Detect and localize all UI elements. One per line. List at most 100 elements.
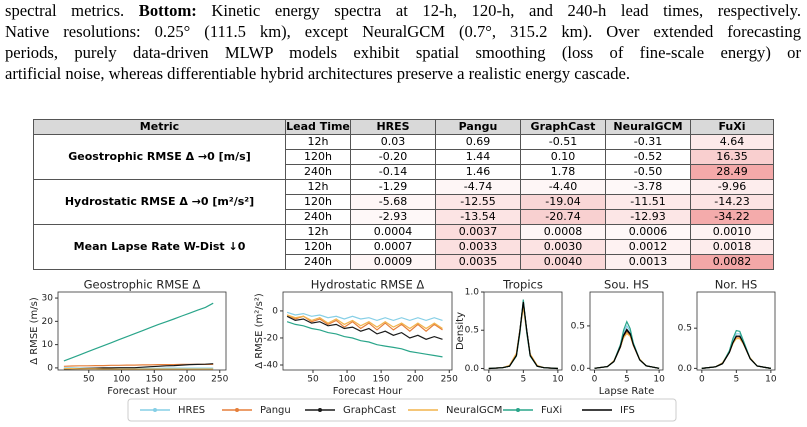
- plot-frame: [282, 291, 453, 371]
- x-tick-label: 10: [552, 375, 564, 385]
- table-row: 240h -2.93 -13.54 -20.74 -12.93 -34.22: [34, 209, 774, 225]
- table-row: 240h -0.14 1.46 1.78 -0.50 28.49: [34, 164, 774, 180]
- column-header: Pangu: [435, 119, 521, 135]
- y-tick-label: 0: [272, 306, 278, 316]
- value-cell: -2.93: [350, 209, 436, 225]
- value-cell: 0.0035: [435, 254, 521, 270]
- legend-label: FuXi: [541, 405, 562, 416]
- lead-time-cell: 240h: [285, 164, 351, 180]
- value-cell: 0.0013: [605, 254, 691, 270]
- column-header: Lead Time: [285, 119, 351, 135]
- series-line: [488, 302, 558, 370]
- chart-title: Sou. HS: [604, 278, 649, 292]
- x-tick-label: 50: [307, 375, 319, 385]
- value-cell: 0.0082: [690, 254, 774, 270]
- table-row: Hydrostatic RMSE Δ →0 [m²/s²] 12h -1.29 -4.…: [33, 179, 774, 225]
- x-tick-label: 10: [765, 375, 777, 385]
- y-tick-label: 0.0: [678, 364, 693, 374]
- value-cell: -19.04: [520, 194, 606, 210]
- value-cell: 0.0012: [605, 239, 691, 255]
- caption-line: periods, purely data-driven MLWP models …: [5, 42, 801, 63]
- x-axis-label: Lapse Rate: [599, 386, 655, 397]
- legend-frame: [127, 398, 677, 422]
- x-tick-label: 5: [733, 375, 739, 385]
- x-tick-label: 250: [211, 375, 228, 385]
- y-tick-label: -40: [263, 360, 278, 370]
- value-cell: 0.0004: [350, 224, 436, 240]
- legend-marker: [153, 408, 157, 412]
- caption: spectral metrics. Bottom: Kinetic energy…: [5, 0, 801, 84]
- y-tick-label: 0.5: [571, 321, 585, 331]
- y-tick-label: 1.0: [465, 288, 480, 298]
- series-line: [594, 332, 660, 369]
- caption-line: spectral metrics. Bottom: Kinetic energy…: [5, 0, 801, 21]
- y-tick-label: -20: [263, 333, 278, 343]
- lead-time-cell: 240h: [285, 254, 351, 270]
- value-cell: -0.31: [605, 134, 691, 150]
- series-line: [701, 338, 772, 369]
- value-cell: -0.50: [605, 164, 691, 180]
- y-tick-label: 0.0: [465, 364, 480, 374]
- series-line: [286, 314, 443, 332]
- x-tick-label: 0: [592, 375, 598, 385]
- series-line: [594, 328, 660, 369]
- value-cell: 4.64: [690, 134, 774, 150]
- caption-text: Native resolutions: 0.25° (111.5 km), ex…: [5, 22, 801, 41]
- table-row: 120h -0.20 1.44 0.10 -0.52 16.35: [34, 149, 774, 165]
- results-table: Metric Lead Time HRES Pangu GraphCast NeuralG…: [33, 119, 774, 270]
- value-cell: -12.93: [605, 209, 691, 225]
- value-cell: -4.40: [520, 179, 606, 195]
- x-tick-label: 250: [441, 375, 458, 385]
- value-cell: 0.0007: [350, 239, 436, 255]
- x-tick-label: 5: [624, 375, 630, 385]
- metric-cell: Mean Lapse Rate W-Dist ↓0: [33, 224, 286, 270]
- table-row: 120h -5.68 -12.55 -19.04 -11.51 -14.23: [34, 194, 774, 210]
- series-line: [63, 302, 214, 362]
- y-axis-label: Density: [455, 312, 466, 350]
- x-tick-label: 0: [486, 375, 492, 385]
- series-line: [488, 304, 558, 370]
- series-line: [63, 368, 214, 370]
- value-cell: 0.0030: [520, 239, 606, 255]
- y-tick-label: 0.5: [465, 326, 479, 336]
- table-row: Mean Lapse Rate W-Dist ↓0 12h 0.0004 0.0037…: [33, 224, 774, 270]
- series-line: [488, 307, 558, 370]
- x-tick-label: 0: [699, 375, 705, 385]
- x-tick-label: 100: [338, 375, 355, 385]
- caption-text: artificial noise, whereas differentiable…: [5, 64, 631, 83]
- plot-frame: [696, 291, 776, 371]
- caption-text: spectral metrics.: [5, 1, 139, 20]
- value-cell: -14.23: [690, 194, 774, 210]
- legend-label: HRES: [178, 405, 205, 416]
- value-cell: -11.51: [605, 194, 691, 210]
- value-cell: 0.0009: [350, 254, 436, 270]
- value-cell: 28.49: [690, 164, 774, 180]
- series-line: [286, 321, 443, 358]
- series-line: [286, 311, 443, 322]
- plot-frame: [589, 291, 664, 371]
- value-cell: -4.74: [435, 179, 521, 195]
- series-line: [701, 337, 772, 369]
- value-cell: 0.03: [350, 134, 436, 150]
- value-cell: -0.14: [350, 164, 436, 180]
- caption-text: Kinetic energy spectra at 12-h, 120-h, a…: [196, 1, 801, 20]
- legend-label: GraphCast: [343, 405, 396, 416]
- table-row: Geostrophic RMSE Δ →0 [m/s] 12h 0.03 0.69 -0…: [33, 134, 774, 180]
- x-axis-label: Forecast Hour: [333, 386, 403, 397]
- y-tick-label: 0: [47, 363, 53, 373]
- value-cell: 0.0018: [690, 239, 774, 255]
- value-cell: 0.0040: [520, 254, 606, 270]
- series-line: [488, 301, 558, 370]
- x-tick-label: 10: [653, 375, 665, 385]
- series-line: [701, 335, 772, 369]
- legend-marker: [235, 408, 239, 412]
- caption-line: Native resolutions: 0.25° (111.5 km), ex…: [5, 21, 801, 42]
- y-axis-label: Δ RMSE (m/s): [29, 297, 40, 365]
- y-axis-label: Δ RMSE (m²/s²): [254, 293, 265, 369]
- chart-title: Hydrostatic RMSE Δ: [311, 278, 425, 292]
- series-line: [286, 315, 443, 340]
- plot-frame: [57, 291, 227, 371]
- legend-label: Pangu: [260, 405, 291, 416]
- series-line: [286, 314, 443, 330]
